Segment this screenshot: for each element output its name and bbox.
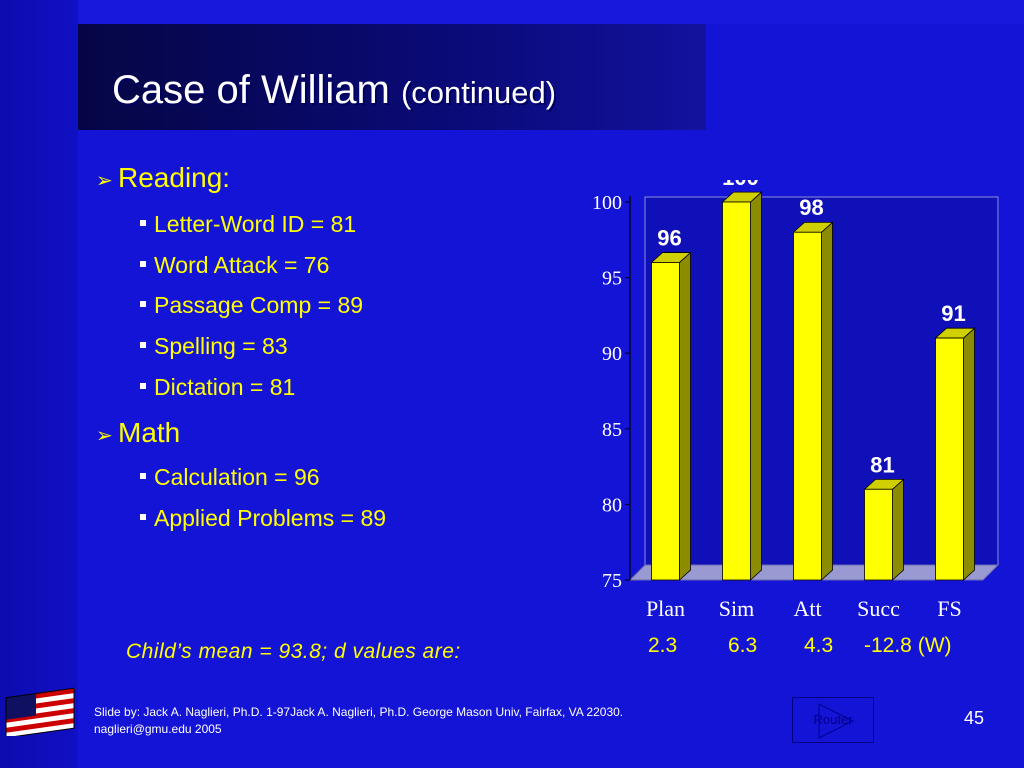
slide-title-sub: (continued) bbox=[400, 75, 557, 110]
x-tick-label: Succ bbox=[857, 596, 900, 620]
y-tick-label: 75 bbox=[602, 570, 622, 592]
x-tick-label: Att bbox=[793, 596, 821, 620]
y-tick-label: 95 bbox=[602, 268, 622, 290]
y-tick-label: 90 bbox=[602, 343, 622, 365]
data-label: 98 bbox=[799, 195, 823, 220]
router-button[interactable]: Router bbox=[792, 697, 874, 743]
square-bullet-icon bbox=[140, 472, 146, 479]
square-bullet-icon bbox=[140, 300, 146, 307]
d-value: 4.3 bbox=[804, 634, 834, 657]
square-bullet-icon bbox=[140, 513, 146, 520]
section-heading-label: Reading: bbox=[118, 162, 231, 193]
list-item: Calculation = 96 bbox=[140, 463, 320, 491]
square-bullet-icon bbox=[140, 260, 146, 267]
y-tick-label: 80 bbox=[602, 494, 622, 516]
bar bbox=[651, 262, 680, 581]
title-box bbox=[78, 24, 706, 130]
square-bullet-icon bbox=[140, 219, 146, 226]
page-number: 45 bbox=[964, 708, 985, 728]
slide-title: Case of William (continued) bbox=[112, 66, 556, 117]
d-value: -12.8 (W) bbox=[864, 634, 952, 657]
x-tick-label: Sim bbox=[719, 596, 754, 620]
bar bbox=[935, 337, 964, 581]
arrow-bullet-icon: ➢ bbox=[96, 170, 113, 192]
section-heading-math: ➢ Math bbox=[96, 417, 180, 452]
data-label: 91 bbox=[941, 301, 965, 326]
bar-side bbox=[892, 478, 904, 581]
list-item: Letter-Word ID = 81 bbox=[140, 210, 356, 238]
list-item-label: Dictation = 81 bbox=[154, 374, 296, 400]
bar-side bbox=[679, 251, 691, 581]
list-item: Dictation = 81 bbox=[140, 373, 295, 401]
footer-credit: Slide by: Jack A. Naglieri, Ph.D. 1-97Ja… bbox=[94, 704, 623, 738]
x-tick-label: Plan bbox=[646, 596, 685, 620]
list-item-label: Applied Problems = 89 bbox=[154, 505, 387, 531]
list-item-label: Word Attack = 76 bbox=[154, 252, 330, 278]
square-bullet-icon bbox=[140, 341, 146, 348]
bar-side bbox=[963, 327, 975, 581]
d-value: 6.3 bbox=[728, 634, 758, 657]
footer-line-1: Slide by: Jack A. Naglieri, Ph.D. 1-97Ja… bbox=[94, 705, 624, 719]
d-value: 2.3 bbox=[648, 634, 678, 657]
mean-note: Child’s mean = 93.8; d values are: bbox=[126, 640, 461, 663]
bar bbox=[793, 231, 822, 581]
list-item: Passage Comp = 89 bbox=[140, 291, 363, 319]
list-item-label: Calculation = 96 bbox=[154, 464, 320, 490]
data-label: 81 bbox=[870, 452, 894, 477]
bar-side bbox=[821, 221, 833, 581]
list-item-label: Passage Comp = 89 bbox=[154, 292, 364, 318]
list-item-label: Letter-Word ID = 81 bbox=[154, 211, 357, 237]
list-item: Spelling = 83 bbox=[140, 332, 288, 360]
data-label: 96 bbox=[657, 225, 681, 250]
footer-line-2: naglieri@gmu.edu 2005 bbox=[94, 722, 222, 736]
section-heading-reading: ➢ Reading: bbox=[96, 162, 230, 197]
list-item-label: Spelling = 83 bbox=[154, 333, 288, 359]
list-item: Applied Problems = 89 bbox=[140, 504, 386, 532]
x-tick-label: FS bbox=[937, 596, 961, 620]
arrow-bullet-icon: ➢ bbox=[96, 425, 113, 447]
data-label: 100 bbox=[722, 180, 759, 190]
american-flag-icon bbox=[5, 687, 75, 736]
bar-side bbox=[750, 191, 762, 581]
square-bullet-icon bbox=[140, 382, 146, 389]
list-item: Word Attack = 76 bbox=[140, 251, 329, 279]
bar bbox=[722, 201, 751, 581]
play-triangle-icon bbox=[818, 703, 855, 739]
y-tick-label: 85 bbox=[602, 419, 622, 441]
router-button-label: Router bbox=[813, 712, 853, 727]
bar-chart: 75 80 85 90 95 100 96 Plan 100 Sim 98 Att 81 Succ 91 FS bbox=[592, 180, 1000, 620]
y-tick-label: 100 bbox=[592, 192, 622, 214]
slide-title-main: Case of William bbox=[112, 68, 390, 112]
left-band bbox=[0, 0, 78, 768]
bar bbox=[864, 488, 893, 581]
section-heading-label: Math bbox=[118, 417, 181, 448]
top-band bbox=[78, 0, 1024, 24]
